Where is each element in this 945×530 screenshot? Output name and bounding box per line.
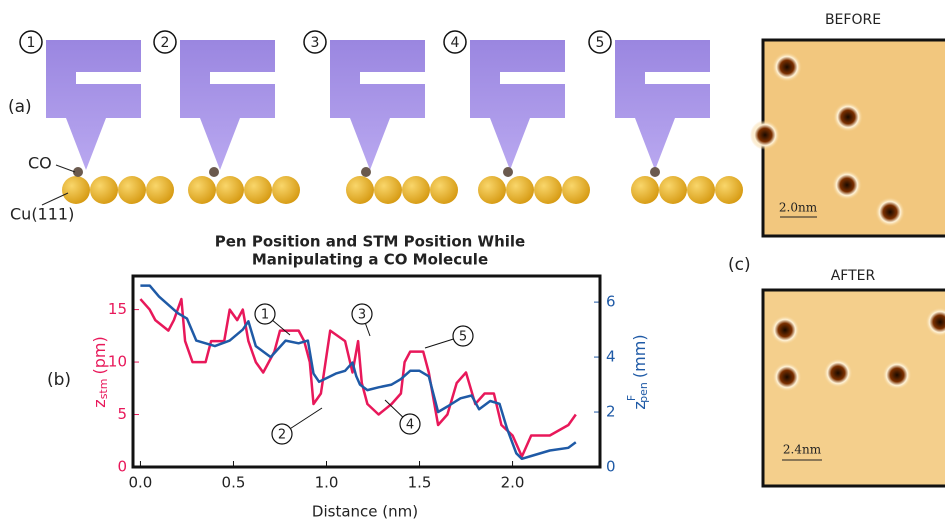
cu-atom: [687, 176, 715, 204]
adsorbate: [772, 362, 802, 392]
diagram: 1 2 3 4 5: [20, 31, 743, 204]
y2-label-sub: pen: [637, 382, 650, 403]
y-tick-label: 10: [108, 353, 127, 371]
cu-atom: [374, 176, 402, 204]
x-tick-label: 2.0: [501, 474, 525, 492]
step-number: 4: [451, 35, 460, 51]
co-molecule: [209, 167, 219, 177]
cu-atom: [659, 176, 687, 204]
figure: (a) (b) (c) 1 2 3 4 5 CO Cu(111) BEFORE AFTE…: [0, 0, 945, 526]
cu-atom: [715, 176, 743, 204]
cu-atom: [506, 176, 534, 204]
step-number: 3: [311, 35, 320, 51]
surface-label: Cu(111): [10, 205, 74, 224]
callout-label: 5: [459, 330, 467, 345]
step-number: 5: [596, 35, 605, 51]
y2-tick-label: 2: [606, 403, 616, 421]
y2-tick-label: 0: [606, 458, 616, 476]
scale-label: 2.0nm: [779, 201, 818, 215]
x-axis-label: Distance (nm): [312, 503, 418, 521]
cu-atom: [90, 176, 118, 204]
leader: [56, 165, 75, 172]
tip: [615, 40, 710, 170]
adsorbate: [832, 170, 862, 200]
adsorbate: [875, 197, 905, 227]
adsorbate: [750, 120, 780, 150]
cu-atom: [534, 176, 562, 204]
cu-atom: [62, 176, 90, 204]
co-molecule: [650, 167, 660, 177]
y2-tick-label: 4: [606, 348, 616, 366]
tip: [46, 40, 141, 170]
y2-label-unit: (mm): [630, 334, 649, 378]
y-label-main: z: [90, 399, 109, 407]
x-tick-label: 0.5: [222, 474, 246, 492]
y2-axis-label: zFpen(mm): [625, 334, 650, 409]
chart-title: Pen Position and STM Position While: [215, 233, 525, 251]
cu-atom: [430, 176, 458, 204]
image-title: AFTER: [831, 268, 876, 284]
adsorbate: [833, 102, 863, 132]
cu-atom: [402, 176, 430, 204]
x-tick-label: 0.0: [129, 474, 153, 492]
plot: 0.0 0.5 1.0 1.5 2.0 0 5 10 15 0 2 4 6 1 2 3 4 5: [108, 276, 616, 492]
tip: [180, 40, 275, 170]
cu-atom: [146, 176, 174, 204]
callout-label: 3: [358, 308, 366, 323]
scale-label: 2.4nm: [783, 443, 822, 457]
cu-atom: [272, 176, 300, 204]
cu-atom: [118, 176, 146, 204]
callout-label: 1: [261, 308, 269, 323]
x-tick-label: 1.5: [408, 474, 432, 492]
y-tick-label: 15: [108, 300, 127, 318]
y-label-sub: stm: [97, 379, 110, 400]
chart-title: Manipulating a CO Molecule: [252, 251, 488, 269]
leader: [42, 193, 68, 205]
adsorbate: [823, 358, 853, 388]
y-label-unit: (pm): [90, 336, 109, 374]
adsorbate: [882, 360, 912, 390]
co-molecule: [503, 167, 513, 177]
cu-atom: [244, 176, 272, 204]
cu-atom: [188, 176, 216, 204]
panel-label: (a): [8, 97, 32, 117]
x-tick-label: 1.0: [315, 474, 339, 492]
cu-atom: [631, 176, 659, 204]
cu-atom: [562, 176, 590, 204]
cu-atom: [216, 176, 244, 204]
y-axis-label: zstm (pm): [90, 336, 111, 407]
image-title: BEFORE: [825, 12, 881, 28]
stm-image: [763, 290, 945, 486]
adsorbate: [770, 315, 800, 345]
callout-label: 2: [278, 428, 286, 443]
cu-atom: [478, 176, 506, 204]
tip: [330, 40, 425, 170]
y-tick-label: 0: [117, 458, 127, 476]
cu-atom: [346, 176, 374, 204]
panel-label: (c): [728, 255, 751, 275]
y2-tick-label: 6: [606, 293, 616, 311]
adsorbate: [772, 52, 802, 82]
step-number: 2: [161, 35, 170, 51]
co-label: CO: [28, 154, 52, 173]
co-molecule: [361, 167, 371, 177]
panel-label: (b): [47, 370, 71, 390]
tip: [470, 40, 565, 170]
callout-label: 4: [406, 418, 414, 433]
y-tick-label: 5: [117, 405, 127, 423]
step-number: 1: [27, 35, 36, 51]
